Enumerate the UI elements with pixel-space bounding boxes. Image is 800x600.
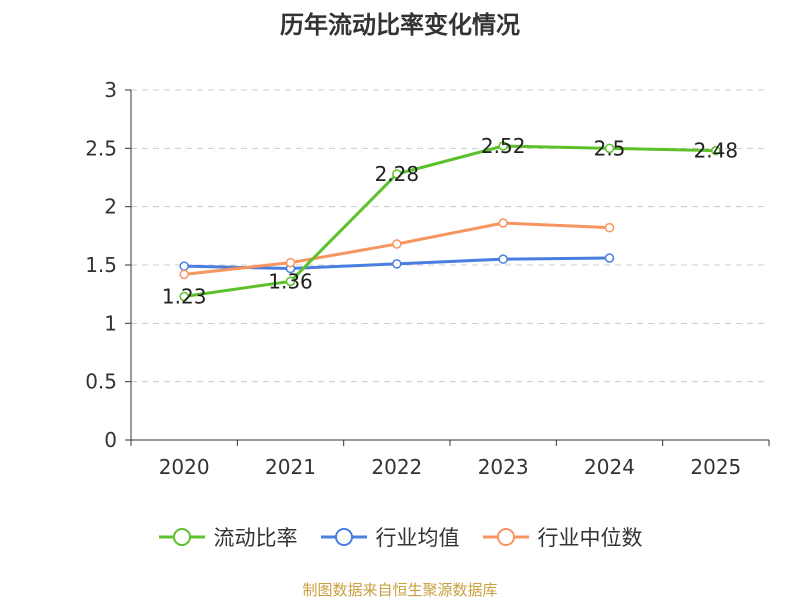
y-tick-label: 2 bbox=[104, 195, 117, 219]
y-tick-label: 3 bbox=[104, 78, 117, 102]
y-tick-label: 2.5 bbox=[85, 136, 117, 160]
data-point bbox=[604, 222, 615, 233]
data-labels: 1.23 1.36 2.28 2.52 2.5 2.48 bbox=[162, 134, 738, 309]
x-tick-label: 2025 bbox=[690, 455, 741, 479]
data-point bbox=[498, 254, 508, 264]
data-point bbox=[604, 143, 615, 154]
grid-lines bbox=[131, 89, 769, 383]
y-tick-label: 0 bbox=[104, 428, 117, 452]
data-point bbox=[179, 261, 189, 271]
legend-item[interactable]: 行业中位数 bbox=[482, 522, 643, 552]
x-tick-label: 2021 bbox=[265, 455, 316, 479]
data-label: 1.23 bbox=[162, 285, 207, 309]
legend-label: 流动比率 bbox=[213, 526, 298, 550]
x-tick-label: 2024 bbox=[584, 455, 635, 479]
data-label: 2.5 bbox=[594, 136, 626, 160]
legend-item[interactable]: 行业均值 bbox=[320, 522, 460, 552]
legend-label: 行业中位数 bbox=[537, 526, 643, 550]
legend-circle bbox=[172, 528, 191, 546]
legend-circle bbox=[496, 528, 515, 546]
data-point bbox=[711, 145, 721, 156]
data-label: 2.28 bbox=[375, 162, 420, 186]
legend-marker-icon bbox=[320, 528, 367, 546]
data-point bbox=[498, 218, 508, 228]
x-tick-label: 2023 bbox=[478, 455, 529, 479]
data-point bbox=[179, 291, 189, 302]
data-label: 2.48 bbox=[694, 139, 739, 163]
legend-marker-icon bbox=[158, 528, 205, 546]
chart-title: 历年流动比率变化情况 bbox=[280, 11, 520, 39]
data-point bbox=[179, 269, 189, 280]
legend-item[interactable]: 流动比率 bbox=[158, 522, 298, 552]
y-tick-label: 1.5 bbox=[85, 253, 117, 277]
data-point bbox=[604, 253, 615, 263]
series bbox=[179, 141, 721, 302]
axes: 0 0.5 1 1.5 2 2.5 3 2020 2021 2022 2023 2024 2025 bbox=[85, 78, 770, 479]
series-line-0 bbox=[183, 144, 716, 298]
source-note: 制图数据来自恒生聚源数据库 bbox=[302, 581, 498, 599]
y-tick-label: 0.5 bbox=[85, 370, 117, 394]
legend: 流动比率 行业均值 行业中位数 bbox=[0, 522, 800, 552]
data-point bbox=[392, 259, 402, 269]
data-point bbox=[285, 257, 296, 268]
legend-label: 行业均值 bbox=[375, 526, 460, 550]
x-tick-label: 2022 bbox=[371, 455, 422, 479]
data-point bbox=[392, 169, 402, 179]
x-tick-label: 2020 bbox=[159, 455, 210, 479]
data-label: 2.52 bbox=[481, 134, 526, 158]
data-point bbox=[285, 276, 296, 287]
data-label: 1.36 bbox=[268, 269, 313, 293]
y-tick-label: 1 bbox=[104, 311, 117, 335]
legend-circle bbox=[334, 528, 353, 546]
data-point bbox=[392, 239, 402, 249]
data-point bbox=[498, 141, 508, 151]
legend-marker-icon bbox=[482, 528, 529, 546]
